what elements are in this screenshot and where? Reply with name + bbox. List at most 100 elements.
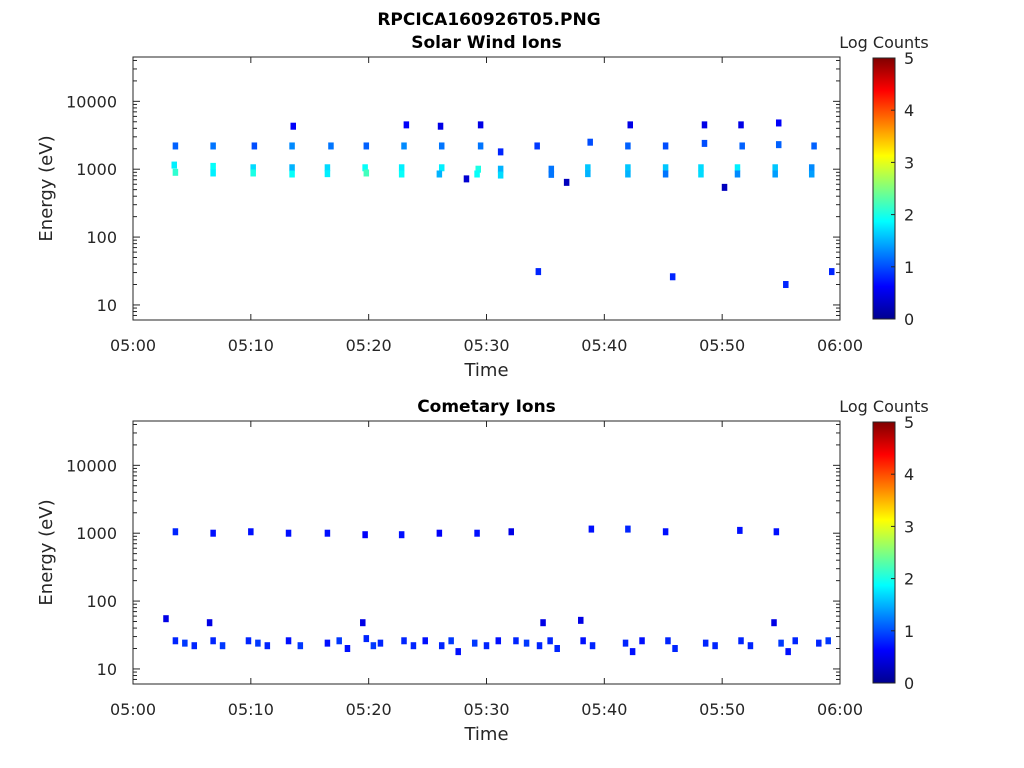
x-tick-label: 05:10 xyxy=(228,700,274,719)
data-cell xyxy=(829,268,835,276)
x-tick-label: 05:50 xyxy=(699,700,745,719)
data-cell xyxy=(773,528,780,536)
data-cell xyxy=(662,164,669,172)
data-cell xyxy=(463,175,470,183)
data-cell xyxy=(589,642,596,650)
y-axis-label: Energy (eV) xyxy=(36,135,57,241)
data-cell xyxy=(477,121,484,129)
data-cell xyxy=(698,170,704,178)
y-tick-label: 10 xyxy=(97,660,117,679)
data-cell xyxy=(438,642,445,650)
data-cell xyxy=(474,529,480,537)
data-cell xyxy=(172,168,179,176)
data-cell xyxy=(771,619,777,627)
data-cell xyxy=(163,615,169,623)
data-cell xyxy=(285,637,292,645)
data-cell xyxy=(471,639,478,647)
data-cell xyxy=(289,142,295,150)
data-cell xyxy=(734,164,741,172)
data-cell xyxy=(554,645,560,653)
data-cell xyxy=(285,529,292,537)
data-cell xyxy=(662,528,669,536)
data-cell xyxy=(436,529,443,537)
data-cell xyxy=(508,528,514,536)
data-cell xyxy=(523,639,530,647)
x-tick-label: 05:00 xyxy=(110,336,156,355)
data-cell xyxy=(245,637,252,645)
data-cell xyxy=(778,639,784,647)
data-cell xyxy=(775,141,782,149)
x-tick-label: 05:30 xyxy=(463,336,509,355)
data-cell xyxy=(210,169,216,177)
data-cell xyxy=(210,637,216,645)
data-cell xyxy=(497,148,504,156)
data-cell xyxy=(172,637,179,645)
data-cell xyxy=(701,121,708,129)
data-cell xyxy=(712,642,718,650)
data-cell xyxy=(336,637,342,645)
data-cell xyxy=(251,142,258,150)
data-cell xyxy=(410,642,417,650)
data-cell xyxy=(625,170,631,178)
data-cell xyxy=(210,162,216,170)
data-cell xyxy=(739,142,745,150)
data-cell xyxy=(436,170,443,178)
y-tick-label: 1000 xyxy=(76,524,117,543)
data-cell xyxy=(627,121,634,129)
x-tick-label: 05:30 xyxy=(463,700,509,719)
y-tick-label: 100 xyxy=(86,228,117,247)
panel-title: Solar Wind Ions xyxy=(411,33,562,53)
data-cell xyxy=(629,648,636,656)
data-cell xyxy=(363,169,370,177)
y-tick-label: 10000 xyxy=(66,456,117,475)
colorbar-tick-label: 3 xyxy=(904,517,914,536)
data-cell xyxy=(289,164,295,172)
data-cell xyxy=(808,170,815,178)
data-cell xyxy=(422,637,428,645)
panel-title: Cometary Ions xyxy=(417,397,556,417)
data-cell xyxy=(622,639,629,647)
data-cell xyxy=(721,183,728,191)
data-cell xyxy=(816,639,822,647)
data-cell xyxy=(737,526,743,534)
data-cell xyxy=(403,121,410,129)
data-cell xyxy=(483,642,490,650)
x-tick-label: 05:00 xyxy=(110,700,156,719)
data-cell xyxy=(191,642,198,650)
data-cell xyxy=(775,119,782,127)
data-cell xyxy=(639,637,645,645)
data-cell xyxy=(171,161,177,169)
colorbar-label: Log Counts xyxy=(839,397,929,416)
data-cell xyxy=(587,138,593,146)
data-cell xyxy=(701,139,708,147)
data-cell xyxy=(783,281,789,289)
x-tick-label: 05:10 xyxy=(228,336,274,355)
data-cell xyxy=(534,142,540,150)
data-cell xyxy=(363,635,370,643)
data-cell xyxy=(377,639,384,647)
data-cell xyxy=(625,142,631,150)
data-cell xyxy=(811,142,817,150)
data-cell xyxy=(495,637,502,645)
data-cell xyxy=(255,639,261,647)
colorbar-tick-label: 1 xyxy=(904,258,914,277)
data-cell xyxy=(792,637,798,645)
data-cells xyxy=(163,525,831,656)
data-cell xyxy=(344,645,351,653)
data-cell xyxy=(324,170,331,178)
data-cell xyxy=(210,142,216,150)
data-cell xyxy=(702,639,709,647)
data-cell xyxy=(585,170,591,178)
panel-1: Solar Wind Ions 05:00 05:10 05:20 05:30 05:40… xyxy=(36,33,929,381)
data-cell xyxy=(563,178,570,186)
data-cell xyxy=(362,164,368,172)
data-cell xyxy=(547,637,553,645)
data-cell xyxy=(210,529,216,537)
data-cells xyxy=(171,119,835,289)
data-cell xyxy=(497,165,504,173)
data-cell xyxy=(290,122,297,130)
colorbar-label: Log Counts xyxy=(839,33,929,52)
data-cell xyxy=(536,642,543,650)
data-cell xyxy=(625,164,631,172)
